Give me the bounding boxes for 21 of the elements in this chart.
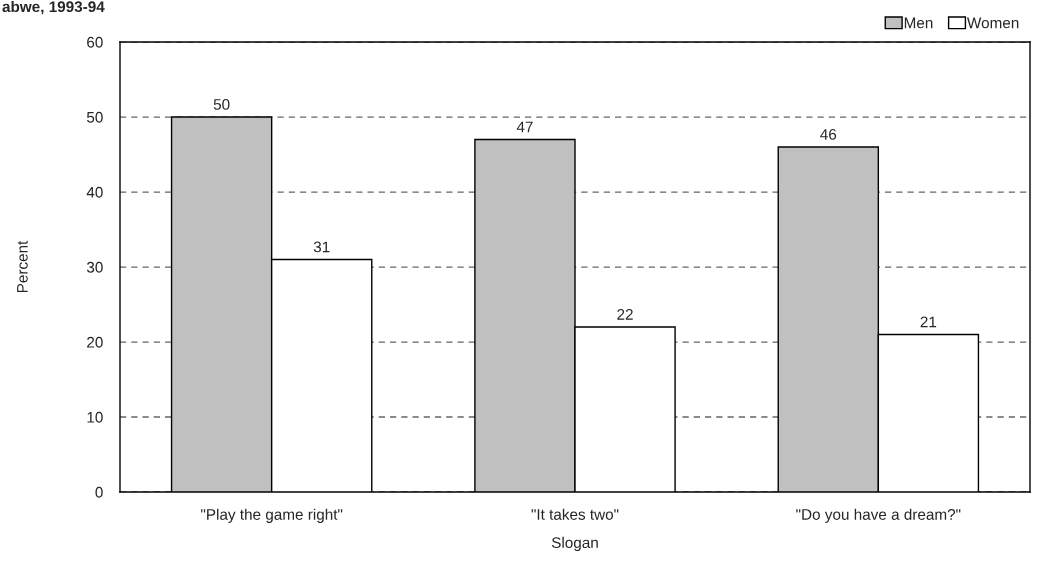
data-label: 46 xyxy=(820,129,837,140)
y-tick-label: 20 xyxy=(87,336,103,348)
y-tick-label: 40 xyxy=(86,186,103,198)
data-label: 22 xyxy=(617,309,633,320)
y-axis-title: Percent xyxy=(17,240,28,293)
x-axis-title: Slogan xyxy=(551,536,598,552)
y-tick-label: 0 xyxy=(95,486,103,498)
x-tick-label: "It takes two" xyxy=(531,508,619,520)
legend-label: Women xyxy=(967,17,1019,29)
data-label: 47 xyxy=(516,121,533,133)
y-tick-label: 10 xyxy=(87,411,103,423)
data-label: 31 xyxy=(313,241,330,253)
data-label: 21 xyxy=(920,316,937,328)
x-tick-label: "Do you have a dream?" xyxy=(796,508,961,523)
y-tick-label: 50 xyxy=(86,111,103,123)
y-tick-label: 60 xyxy=(87,36,103,48)
chart-title: abwe, 1993-94 xyxy=(2,0,105,15)
data-label: 50 xyxy=(213,99,230,110)
x-tick-label: "Play the game right" xyxy=(201,508,343,523)
legend-label: Men xyxy=(904,17,933,29)
y-tick-label: 30 xyxy=(86,261,103,273)
